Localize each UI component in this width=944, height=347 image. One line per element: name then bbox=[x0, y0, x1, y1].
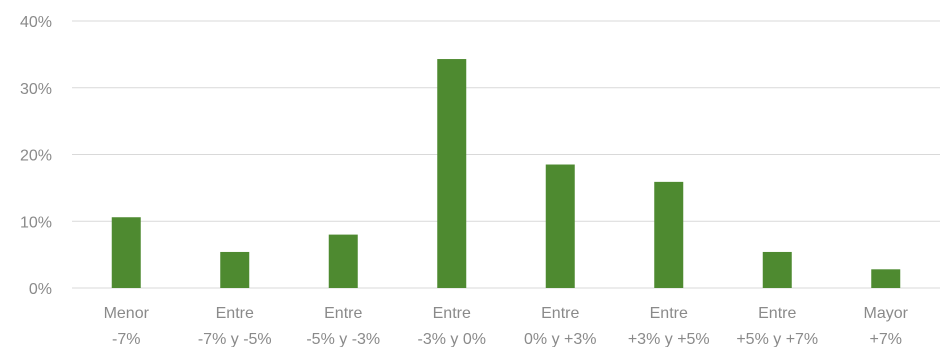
x-category-label: Entre bbox=[758, 305, 796, 322]
x-category-label: Entre bbox=[433, 305, 471, 322]
x-category-label: Entre bbox=[324, 305, 362, 322]
x-category-label: +3% y +5% bbox=[628, 331, 710, 347]
x-category-label: Mayor bbox=[864, 305, 909, 322]
bars bbox=[111, 59, 901, 288]
bar bbox=[654, 181, 684, 288]
y-axis-tick-labels: 0% 10% 20% 30% 40% bbox=[20, 14, 52, 298]
x-category-label: Entre bbox=[650, 305, 688, 322]
y-tick-label: 10% bbox=[20, 214, 52, 231]
bar bbox=[220, 251, 250, 288]
y-tick-label: 20% bbox=[20, 148, 52, 165]
bar bbox=[111, 217, 141, 288]
bar bbox=[762, 251, 792, 288]
x-category-label: -7% bbox=[112, 331, 140, 347]
x-category-label: +7% bbox=[870, 331, 902, 347]
x-category-label: Entre bbox=[216, 305, 254, 322]
x-category-label: Entre bbox=[541, 305, 579, 322]
y-tick-label: 40% bbox=[20, 14, 52, 31]
gridlines bbox=[72, 20, 940, 289]
x-category-label: -7% y -5% bbox=[198, 331, 272, 347]
x-category-label: 0% y +3% bbox=[524, 331, 596, 347]
x-category-label: -5% y -3% bbox=[306, 331, 380, 347]
bar bbox=[437, 59, 467, 288]
x-axis-category-labels: Menor -7% Entre -7% y -5% Entre -5% y -3% Entr… bbox=[104, 305, 909, 347]
y-tick-label: 0% bbox=[29, 281, 52, 298]
bar bbox=[328, 234, 358, 288]
x-category-label: Menor bbox=[104, 305, 150, 322]
x-category-label: +5% y +7% bbox=[736, 331, 818, 347]
x-category-label: -3% y 0% bbox=[418, 331, 486, 347]
y-tick-label: 30% bbox=[20, 81, 52, 98]
bar bbox=[545, 164, 575, 288]
bar bbox=[871, 269, 901, 288]
